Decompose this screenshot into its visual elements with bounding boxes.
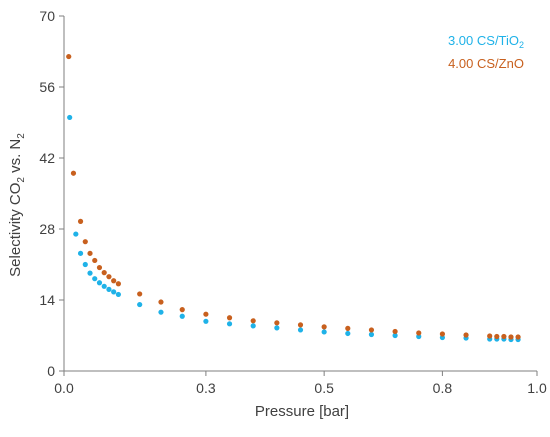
y-tick-label: 28 xyxy=(39,221,55,237)
data-point xyxy=(92,276,98,282)
data-point xyxy=(226,315,233,321)
x-tick-label: 0.3 xyxy=(196,380,216,396)
y-axis-label-sub2: 2 xyxy=(16,133,27,139)
data-point xyxy=(70,170,77,176)
y-tick-label: 14 xyxy=(39,292,55,308)
x-tick-label: 0.5 xyxy=(314,380,334,396)
data-point xyxy=(137,291,143,297)
data-point xyxy=(92,257,98,264)
data-point xyxy=(508,334,514,340)
axes xyxy=(59,15,538,376)
data-point xyxy=(494,333,500,340)
data-point xyxy=(274,320,280,326)
data-point xyxy=(321,324,327,330)
data-point xyxy=(392,332,398,339)
data-point xyxy=(179,313,185,319)
data-point xyxy=(101,270,107,276)
data-point xyxy=(66,53,72,60)
legend-entry-main: 4.00 CS/ZnO xyxy=(448,56,524,71)
data-point xyxy=(158,309,164,315)
data-point xyxy=(297,322,304,328)
legend-entry: 4.00 CS/ZnO xyxy=(448,56,524,71)
data-point xyxy=(82,239,88,245)
data-point xyxy=(345,325,351,331)
x-tick-label: 0.0 xyxy=(54,380,74,396)
data-point xyxy=(439,331,445,337)
y-axis-label-sub1: 2 xyxy=(16,177,27,183)
data-point xyxy=(226,321,233,327)
data-point xyxy=(111,278,117,284)
data-point xyxy=(463,332,469,338)
y-axis-label-mid: vs. N xyxy=(7,139,24,177)
data-point xyxy=(115,281,121,287)
data-point xyxy=(77,218,84,224)
data-point xyxy=(250,323,256,329)
data-point xyxy=(101,283,107,289)
data-point xyxy=(392,328,398,335)
data-point xyxy=(82,261,88,268)
legend: 3.00 CS/TiO2 4.00 CS/ZnO xyxy=(448,33,524,71)
data-point xyxy=(137,301,143,308)
data-point xyxy=(487,333,493,339)
legend-entry: 3.00 CS/TiO2 xyxy=(448,33,524,50)
data-point xyxy=(501,333,507,340)
data-point xyxy=(73,231,79,237)
y-axis-label-main: Selectivity CO xyxy=(7,183,24,277)
data-point xyxy=(368,331,375,338)
data-point xyxy=(203,318,209,324)
x-axis-label: Pressure [bar] xyxy=(255,403,349,420)
data-point xyxy=(87,270,93,276)
legend-entry-sub: 2 xyxy=(519,40,524,50)
data-points xyxy=(66,53,521,343)
data-point xyxy=(111,289,117,295)
y-tick-label: 70 xyxy=(39,8,55,24)
series-2 xyxy=(66,53,521,340)
data-point xyxy=(179,307,185,313)
data-point xyxy=(515,334,521,340)
y-tick-label: 56 xyxy=(39,79,55,95)
data-point xyxy=(250,318,256,324)
data-point xyxy=(115,291,121,298)
data-point xyxy=(67,114,73,121)
data-point xyxy=(274,325,280,331)
y-axis-label: Selectivity CO2 vs. N2 xyxy=(7,133,27,277)
x-tick-label: 1.0 xyxy=(527,380,547,396)
y-tick-label: 0 xyxy=(47,363,55,379)
data-point xyxy=(77,250,84,256)
data-point xyxy=(416,330,422,336)
legend-entry-main: 3.00 CS/TiO xyxy=(448,33,519,48)
data-point xyxy=(368,327,375,333)
data-point xyxy=(297,327,304,333)
series-1 xyxy=(67,114,521,343)
data-point xyxy=(203,311,209,317)
x-tick-label: 0.8 xyxy=(433,380,453,396)
data-point xyxy=(96,264,103,271)
data-point xyxy=(158,299,164,305)
data-point xyxy=(96,280,103,286)
data-point xyxy=(321,329,327,335)
data-point xyxy=(106,274,112,280)
y-tick-label: 42 xyxy=(39,150,55,166)
tick-labels: 0 14 28 42 56 70 0.0 0.3 0.5 0.8 1.0 xyxy=(39,8,547,396)
data-point xyxy=(106,286,112,292)
data-point xyxy=(87,250,93,256)
data-point xyxy=(345,330,351,337)
